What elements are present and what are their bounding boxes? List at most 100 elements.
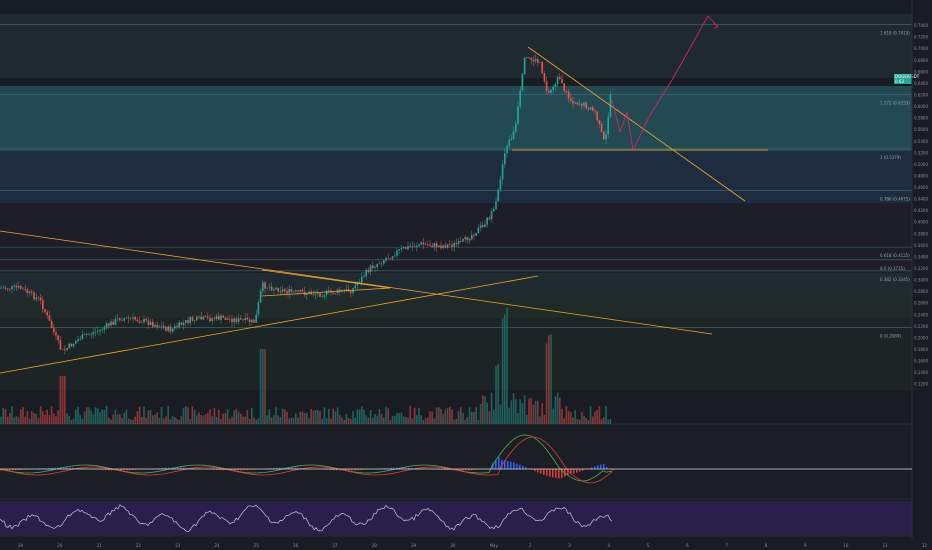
- volume-bar: [244, 416, 246, 424]
- volume-bar: [541, 403, 543, 424]
- volume-bar: [178, 419, 180, 424]
- volume-bar: [574, 410, 576, 424]
- candle-body: [79, 339, 81, 340]
- x-tick-label: 22: [136, 543, 142, 548]
- candle-body: [521, 74, 524, 91]
- volume-bar: [70, 419, 73, 424]
- price-tag-pair: DOGE/USDT: [895, 74, 920, 79]
- volume-bar: [174, 416, 176, 424]
- candle-body: [178, 322, 180, 328]
- macd-histogram-bar: [402, 467, 404, 469]
- y-tick-label: 0.3200: [914, 266, 928, 271]
- macd-histogram-bar: [606, 466, 608, 469]
- candle-body: [33, 292, 35, 300]
- triangle-upper-line[interactable]: [261, 269, 391, 289]
- candle-body: [235, 318, 238, 323]
- candle-body: [561, 78, 563, 84]
- volume-bar: [587, 419, 590, 424]
- volume-bar: [138, 406, 141, 424]
- candle-body: [585, 102, 587, 109]
- volume-bar: [585, 417, 587, 424]
- volume-bar: [420, 415, 422, 424]
- volume-bar: [262, 349, 264, 424]
- volume-bar: [281, 408, 284, 424]
- volume-bar: [330, 418, 332, 424]
- macd-histogram-bar: [63, 467, 65, 469]
- volume-bar: [286, 411, 288, 424]
- macd-histogram-bar: [600, 464, 602, 469]
- wedge-descending-line[interactable]: [527, 46, 746, 202]
- volume-bar: [218, 409, 220, 424]
- candle-body: [424, 244, 427, 245]
- volume-bar: [94, 407, 97, 424]
- candle-body: [233, 318, 235, 323]
- candle-body: [523, 57, 526, 75]
- candle-body: [543, 73, 546, 82]
- candle-body: [479, 225, 482, 228]
- macd-histogram-bar: [162, 467, 164, 469]
- candle-body: [213, 318, 216, 320]
- candle-body: [20, 286, 22, 289]
- macd-histogram-bar: [279, 467, 281, 469]
- fib-zone-0786: [0, 203, 912, 273]
- volume-bar: [17, 416, 20, 424]
- candle-body: [541, 62, 543, 74]
- candle-body: [420, 242, 422, 245]
- candle-body: [147, 320, 150, 326]
- volume-bar: [4, 409, 7, 424]
- macd-histogram-bar: [174, 467, 176, 469]
- price-tag-value: 0.63: [895, 79, 904, 84]
- volume-bar: [510, 400, 513, 424]
- volume-bar: [101, 409, 103, 424]
- volume-bar: [64, 376, 66, 424]
- fib-zones: [0, 14, 912, 390]
- candle-body: [385, 258, 387, 261]
- x-tick-label: 27: [332, 543, 338, 548]
- candle-body: [242, 319, 244, 321]
- projection-path[interactable]: [611, 15, 719, 152]
- volume-bar: [334, 411, 337, 424]
- volume-bar: [187, 407, 189, 424]
- candle-body: [317, 293, 319, 295]
- trendlines[interactable]: [0, 46, 768, 374]
- macd-histogram-bar: [72, 467, 74, 469]
- long-descending-trendline[interactable]: [0, 230, 713, 335]
- volume-bar: [268, 409, 271, 424]
- macd-histogram-bar: [567, 469, 569, 475]
- x-axis-ticks: 19 20 21 22 23 24 25 26 27 28 29 30 May 2 3 4 5 6 7 8 9 10 11 1…: [18, 543, 927, 548]
- ascending-trendline[interactable]: [0, 275, 539, 374]
- volume-bar: [361, 406, 363, 424]
- volume-bar: [532, 404, 535, 424]
- macd-histogram-bar: [513, 462, 515, 469]
- candle-body: [596, 111, 598, 121]
- triangle-lower-line[interactable]: [261, 287, 391, 297]
- candle-body: [42, 300, 44, 310]
- volume-bar: [297, 417, 299, 424]
- fib-lines: [0, 24, 912, 328]
- candle-body: [222, 315, 224, 318]
- macd-histogram-bar: [219, 469, 221, 471]
- candle-body: [400, 248, 403, 250]
- candle-body: [180, 322, 183, 326]
- volume-bar: [39, 406, 42, 424]
- volume-bar: [592, 416, 594, 424]
- volume-bar: [477, 419, 480, 424]
- macd-histogram-bar: [66, 467, 68, 469]
- volume-bar: [578, 419, 581, 424]
- macd-histogram-bar: [120, 469, 122, 471]
- volume-bar: [323, 407, 326, 424]
- projection-arrowhead: [712, 21, 719, 29]
- candle-body: [486, 217, 488, 225]
- candle-body: [367, 269, 370, 273]
- volume-bar: [270, 417, 273, 424]
- macd-histogram-bar: [546, 469, 548, 476]
- macd-histogram-bar: [276, 467, 278, 469]
- candle-body: [28, 291, 31, 294]
- volume-bar: [149, 410, 152, 424]
- volume-bar: [191, 406, 194, 424]
- macd-panel: [0, 426, 912, 498]
- macd-histogram-bar: [444, 469, 446, 471]
- volume-bar: [46, 409, 48, 424]
- candle-body: [334, 293, 337, 294]
